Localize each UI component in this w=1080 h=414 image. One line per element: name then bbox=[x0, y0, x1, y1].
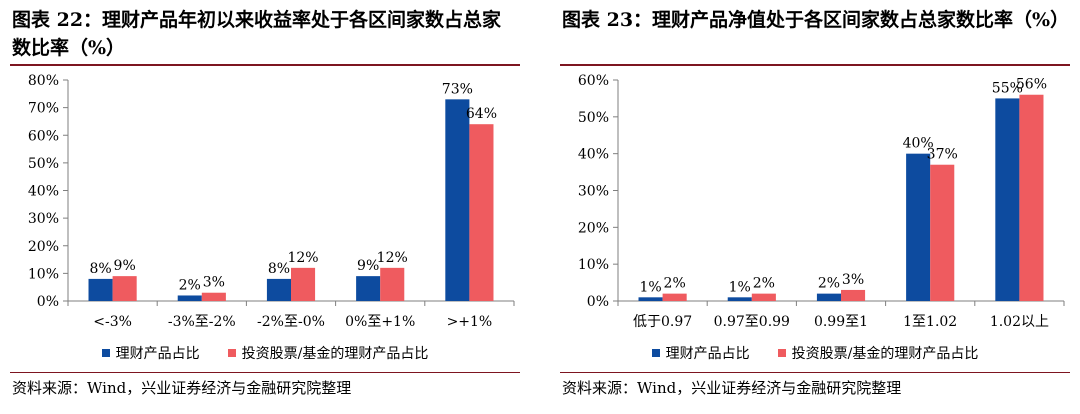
y-tick-label: 50% bbox=[578, 110, 609, 126]
legend-swatch bbox=[101, 349, 110, 357]
bar bbox=[751, 293, 776, 301]
bar bbox=[995, 98, 1020, 301]
x-tick-label: -2%至-0% bbox=[257, 314, 325, 330]
bar bbox=[356, 276, 381, 301]
data-label: 2% bbox=[179, 277, 201, 293]
legend-label: 投资股票/基金的理财产品占比 bbox=[241, 346, 429, 362]
title-rule bbox=[560, 64, 1070, 66]
y-tick-label: 30% bbox=[28, 211, 59, 227]
data-label: 56% bbox=[1016, 77, 1047, 93]
bar bbox=[177, 295, 202, 301]
chart-legend: 理财产品占比 投资股票/基金的理财产品占比 bbox=[550, 342, 1080, 364]
y-tick-label: 0% bbox=[587, 294, 609, 310]
x-tick-label: 1至1.02 bbox=[903, 314, 957, 330]
data-label: 8% bbox=[89, 261, 111, 277]
legend-label: 理财产品占比 bbox=[665, 346, 750, 362]
data-label: 3% bbox=[842, 272, 864, 288]
data-label: 3% bbox=[203, 275, 225, 291]
bar bbox=[266, 278, 291, 301]
x-tick-label: 1.02以上 bbox=[990, 314, 1049, 330]
bar bbox=[638, 297, 663, 301]
legend-label: 理财产品占比 bbox=[115, 346, 200, 362]
figure-23: 图表 23：理财产品净值处于各区间家数占总家数比率（%） 0% 10% 20% 30%… bbox=[550, 0, 1080, 414]
data-label: 64% bbox=[466, 106, 497, 122]
data-label: 2% bbox=[818, 276, 840, 292]
y-tick-label: 20% bbox=[578, 220, 609, 236]
title-rule bbox=[10, 64, 520, 66]
y-tick-label: 30% bbox=[578, 184, 609, 200]
source-rule bbox=[560, 372, 1070, 373]
bar bbox=[662, 293, 687, 301]
figure-title: 图表 23：理财产品净值处于各区间家数占总家数比率（%） bbox=[562, 9, 1070, 31]
bar bbox=[88, 278, 113, 301]
bar bbox=[816, 293, 841, 301]
y-tick-label: 70% bbox=[28, 101, 59, 117]
bar bbox=[841, 289, 866, 301]
data-label: 2% bbox=[664, 276, 686, 292]
data-label: 8% bbox=[268, 261, 290, 277]
source-rule bbox=[10, 372, 520, 373]
y-tick-label: 40% bbox=[28, 184, 59, 200]
x-tick-label: <-3% bbox=[93, 314, 132, 330]
bar bbox=[380, 267, 405, 301]
data-label: 9% bbox=[114, 258, 136, 274]
bar bbox=[291, 267, 316, 301]
data-label: 55% bbox=[992, 80, 1023, 96]
y-tick-label: 10% bbox=[28, 266, 59, 282]
data-label: 73% bbox=[442, 81, 473, 97]
data-label: 2% bbox=[753, 276, 775, 292]
data-label: 37% bbox=[927, 147, 958, 163]
x-tick-label: 0.97至0.99 bbox=[714, 314, 790, 330]
data-label: 12% bbox=[287, 250, 318, 266]
figure-22: 图表 22：理财产品年初以来收益率处于各区间家数占总家数比率（%） 0% 10% 2… bbox=[0, 0, 530, 414]
bar bbox=[727, 297, 752, 301]
bar bbox=[445, 99, 470, 302]
bar bbox=[930, 164, 955, 301]
legend-item-series-b: 投资股票/基金的理财产品占比 bbox=[227, 343, 429, 363]
chart-legend: 理财产品占比 投资股票/基金的理财产品占比 bbox=[0, 342, 530, 364]
x-tick-label: 低于0.97 bbox=[633, 314, 692, 330]
y-tick-label: 50% bbox=[28, 156, 59, 172]
bar bbox=[469, 124, 494, 301]
bar bbox=[112, 276, 137, 301]
bar bbox=[1019, 94, 1044, 301]
x-tick-label: 0.99至1 bbox=[814, 314, 868, 330]
x-tick-label: -3%至-2% bbox=[168, 314, 236, 330]
legend-item-series-b: 投资股票/基金的理财产品占比 bbox=[777, 343, 979, 363]
source-note: 资料来源：Wind，兴业证券经济与金融研究院整理 bbox=[562, 379, 902, 397]
legend-item-series-a: 理财产品占比 bbox=[651, 343, 750, 363]
figure-title: 图表 22：理财产品年初以来收益率处于各区间家数占总家数比率（%） bbox=[12, 9, 502, 59]
data-label: 12% bbox=[377, 250, 408, 266]
legend-swatch bbox=[777, 349, 786, 357]
data-label: 40% bbox=[903, 136, 934, 152]
x-tick-label: 0%至+1% bbox=[345, 314, 415, 330]
y-tick-label: 60% bbox=[28, 128, 59, 144]
y-tick-label: 0% bbox=[37, 294, 59, 310]
y-tick-label: 80% bbox=[28, 73, 59, 89]
y-tick-label: 60% bbox=[578, 73, 609, 89]
bar-chart: 0%10%20%30%40%50%60%低于0.971% 2%0.97至0.991… bbox=[578, 73, 1065, 330]
y-tick-label: 40% bbox=[578, 147, 609, 163]
legend-swatch bbox=[651, 349, 660, 357]
legend-label: 投资股票/基金的理财产品占比 bbox=[791, 346, 979, 362]
legend-item-series-a: 理财产品占比 bbox=[101, 343, 200, 363]
bar bbox=[201, 292, 226, 301]
y-tick-label: 10% bbox=[578, 257, 609, 273]
data-label: 1% bbox=[729, 279, 751, 295]
data-label: 1% bbox=[639, 279, 661, 295]
bar-chart: 0%10%20%30%40%50%60%70%80%<-3%8% 9%-3%至-2… bbox=[28, 73, 515, 330]
bar bbox=[906, 153, 931, 301]
legend-swatch bbox=[227, 349, 236, 357]
x-tick-label: >+1% bbox=[447, 314, 493, 330]
data-label: 9% bbox=[357, 258, 379, 274]
source-note: 资料来源：Wind，兴业证券经济与金融研究院整理 bbox=[12, 379, 352, 397]
y-tick-label: 20% bbox=[28, 239, 59, 255]
